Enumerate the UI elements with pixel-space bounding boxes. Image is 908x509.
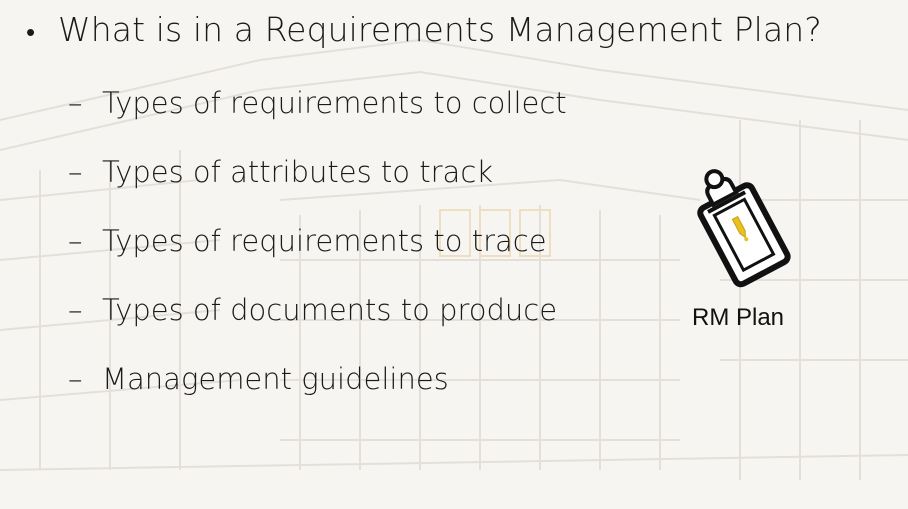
dash-marker: – [68, 155, 83, 189]
dash-marker: – [68, 293, 83, 327]
list-item: – Management guidelines [68, 362, 567, 431]
clipboard-icon [697, 169, 791, 288]
bullet-marker: • [26, 18, 36, 48]
list-item: – Types of attributes to track [68, 155, 567, 224]
slide-heading-text: What is in a Requirements Management Pla… [58, 10, 822, 49]
list-item: – Types of documents to produce [68, 293, 567, 362]
dash-marker: – [68, 362, 83, 396]
dash-marker: – [68, 86, 83, 120]
list-item-label: Types of requirements to trace [102, 224, 547, 258]
list-item: – Types of requirements to trace [68, 224, 567, 293]
list-item-label: Types of attributes to track [102, 155, 494, 189]
dash-marker: – [68, 224, 83, 258]
list-item-label: Types of requirements to collect [102, 86, 567, 120]
figure-caption: RM Plan [692, 304, 785, 331]
list-item-label: Management guidelines [102, 362, 449, 396]
list-item: – Types of requirements to collect [68, 86, 567, 155]
sub-bullet-list: – Types of requirements to collect – Typ… [68, 86, 567, 431]
slide-heading: • What is in a Requirements Management P… [26, 10, 822, 49]
list-item-label: Types of documents to produce [102, 293, 558, 327]
